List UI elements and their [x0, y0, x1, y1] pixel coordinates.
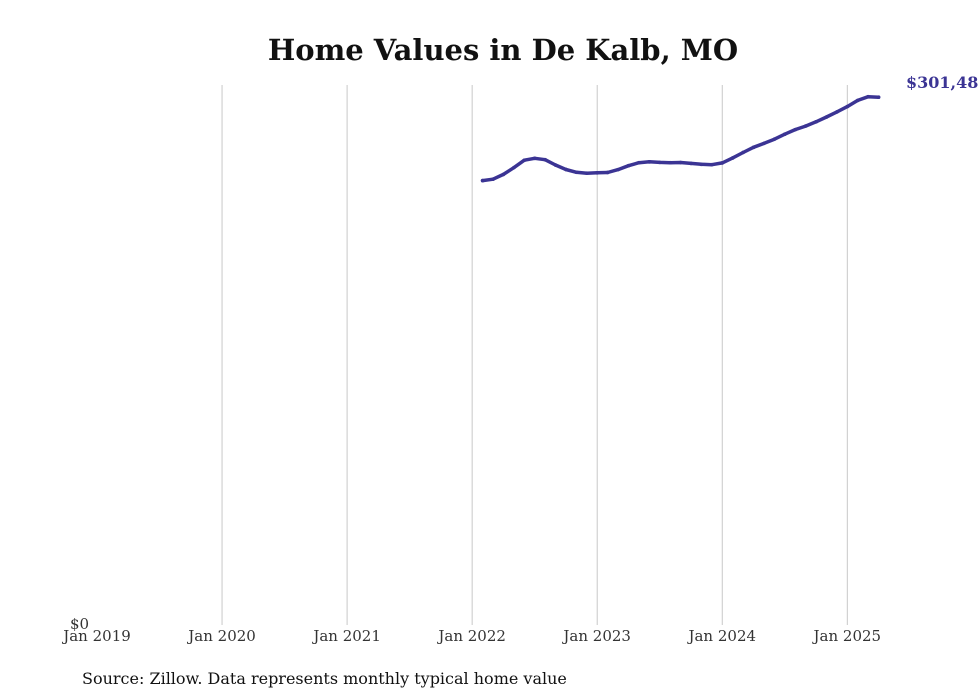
x-axis-ticks: Jan 2019 Jan 2020 Jan 2021 Jan 2022 Jan 2023… — [61, 627, 881, 645]
gridlines — [221, 85, 848, 625]
data-point — [657, 160, 662, 165]
data-point — [793, 127, 798, 132]
data-point — [845, 104, 850, 109]
data-point — [751, 145, 756, 150]
data-point — [512, 165, 516, 170]
end-value-label: $301,48 — [906, 73, 978, 92]
data-point — [616, 167, 620, 172]
x-tick-label: Jan 2022 — [436, 627, 506, 645]
data-point — [855, 98, 860, 103]
data-point — [480, 178, 485, 183]
data-point — [824, 115, 829, 119]
data-point — [626, 163, 631, 168]
data-point — [689, 161, 693, 166]
data-point — [730, 156, 735, 160]
data-point — [741, 150, 745, 155]
y-tick-label: $0 — [70, 615, 89, 633]
data-point — [564, 167, 568, 172]
x-tick-label: Jan 2024 — [686, 627, 756, 645]
data-point — [782, 132, 787, 137]
data-point — [678, 160, 683, 165]
data-point — [501, 172, 506, 177]
data-points — [480, 94, 881, 183]
x-tick-label: Jan 2021 — [311, 627, 381, 645]
data-point — [876, 95, 881, 100]
y-axis-ticks: $0 — [70, 615, 89, 633]
data-point — [605, 170, 610, 175]
data-point — [595, 171, 600, 175]
data-point — [584, 171, 589, 175]
data-point — [668, 160, 672, 165]
data-point — [699, 162, 704, 167]
data-point — [574, 170, 579, 175]
data-point — [866, 94, 870, 99]
data-point — [647, 160, 652, 164]
data-point — [814, 120, 818, 124]
data-point — [491, 177, 495, 181]
x-tick-label: Jan 2025 — [812, 627, 882, 645]
data-point — [720, 161, 725, 165]
x-tick-label: Jan 2019 — [61, 627, 131, 645]
chart-title: Home Values in De Kalb, MO — [268, 33, 738, 67]
x-tick-label: Jan 2023 — [561, 627, 631, 645]
data-point — [835, 110, 839, 114]
x-tick-label: Jan 2020 — [186, 627, 256, 645]
source-note: Source: Zillow. Data represents monthly … — [82, 669, 567, 688]
data-point — [532, 156, 537, 161]
data-point — [762, 141, 766, 146]
data-point — [543, 157, 547, 162]
data-point — [772, 137, 777, 141]
data-point — [710, 162, 714, 167]
data-point — [637, 160, 641, 165]
data-point — [803, 124, 808, 128]
data-point — [553, 163, 558, 167]
series-line — [480, 94, 881, 183]
data-point — [522, 158, 527, 163]
